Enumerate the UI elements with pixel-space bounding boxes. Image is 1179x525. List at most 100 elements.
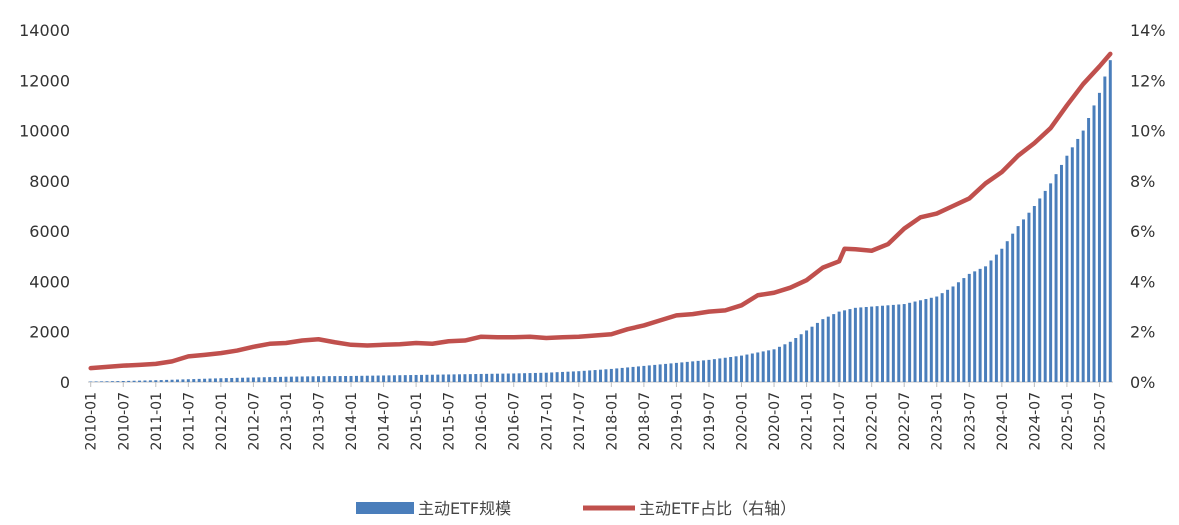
bar-mark (365, 375, 369, 382)
bar-mark (382, 375, 386, 382)
x-axis-tick-label: 2025-01 (1060, 392, 1076, 451)
bar-mark (989, 260, 993, 382)
bar-mark (1108, 60, 1112, 383)
x-axis-tick-label: 2020-01 (735, 392, 751, 451)
bar-mark (740, 355, 743, 382)
tick-labels-group: 0 2000 4000 6000 8000 10000 12000 14000 0% 2% 4% 6%… (19, 21, 1165, 451)
bar-mark (94, 381, 98, 382)
bar-mark (973, 271, 977, 382)
axes-layer (88, 381, 1113, 387)
bar-mark (609, 368, 613, 382)
bar-mark (430, 374, 434, 382)
bar-mark (528, 373, 532, 382)
bar-mark (327, 376, 331, 382)
bar-mark (788, 341, 792, 382)
bar-mark (696, 360, 700, 382)
bar-mark (148, 380, 152, 382)
bar-mark (289, 376, 293, 382)
legend-bar-label: 主动ETF规模 (418, 499, 511, 518)
bar-mark (539, 372, 543, 382)
bar-mark (756, 352, 760, 382)
bar-mark (447, 374, 451, 382)
x-axis-tick-label: 2016-01 (474, 392, 490, 451)
bar-mark (962, 278, 966, 382)
bar-mark (338, 376, 342, 382)
bar-mark (729, 357, 733, 382)
bar-mark (1092, 105, 1096, 383)
bar-mark (859, 307, 863, 382)
bar-mark (734, 356, 738, 382)
bar-mark (333, 376, 337, 382)
bar-mark (902, 304, 906, 382)
bar-mark (626, 367, 630, 382)
bar-mark (159, 380, 163, 382)
bar-mark (647, 365, 651, 382)
bar-mark (273, 376, 277, 382)
bar-mark (1005, 241, 1009, 382)
bar-mark (620, 367, 624, 382)
bar-mark (143, 380, 147, 382)
x-axis-tick-label: 2017-01 (539, 392, 555, 451)
bar-mark (192, 379, 196, 382)
bar-mark (306, 376, 310, 382)
bar-mark (653, 364, 657, 382)
left-axis-tick-label: 10000 (19, 122, 70, 141)
bar-mark (815, 322, 819, 382)
bar-mark (398, 375, 402, 382)
bar-mark (181, 379, 185, 382)
bar-mark (881, 305, 884, 382)
bar-mark (870, 306, 874, 382)
bar-mark (848, 309, 852, 382)
bar-mark (908, 302, 912, 382)
bar-mark (295, 376, 299, 382)
bar-mark (566, 371, 570, 382)
x-axis-tick-label: 2014-07 (377, 392, 393, 451)
line-series-group (88, 51, 1113, 371)
right-axis-tick-label: 10% (1130, 122, 1166, 141)
bar-mark (805, 330, 809, 382)
bar-mark (853, 307, 857, 382)
x-axis-tick-label: 2019-07 (702, 392, 718, 451)
bar-mark (175, 379, 179, 382)
bar-mark (116, 381, 120, 382)
bar-mark (636, 366, 640, 382)
x-axis-tick-label: 2015-01 (409, 392, 425, 451)
left-axis-tick-label: 12000 (19, 71, 70, 90)
bar-mark (311, 376, 315, 382)
x-axis-tick-label: 2015-07 (442, 392, 458, 451)
bar-mark (349, 375, 353, 382)
bar-mark (468, 374, 472, 382)
bar-mark (794, 338, 798, 382)
bar-mark (241, 377, 245, 382)
bar-mark (354, 375, 358, 382)
bar-mark (967, 273, 971, 382)
bar-mark (571, 371, 575, 382)
bar-mark (224, 378, 228, 382)
bar-mark (707, 359, 711, 382)
bar-mark (1081, 130, 1085, 382)
bar-mark (235, 377, 239, 382)
x-axis-tick-label: 2010-07 (116, 392, 132, 451)
bar-mark (604, 369, 608, 382)
bar-mark (463, 374, 467, 382)
right-axis-tick-label: 14% (1130, 21, 1166, 40)
bar-mark (1070, 147, 1074, 382)
bar-mark (279, 376, 283, 382)
x-axis-tick-label: 2012-01 (214, 392, 230, 451)
bar-mark (452, 374, 456, 382)
bar-mark (875, 306, 879, 382)
bar-mark (208, 378, 212, 382)
bar-mark (918, 300, 922, 382)
bar-mark (593, 370, 597, 382)
bar-mark (718, 358, 722, 382)
bar-mark (832, 314, 836, 382)
bar-mark (544, 372, 548, 382)
bar-mark (1000, 248, 1004, 382)
bar-mark (691, 361, 695, 382)
legend-line-label: 主动ETF占比（右轴） (639, 499, 796, 518)
bar-mark (642, 365, 646, 382)
bar-mark (420, 374, 424, 382)
bar-mark (664, 363, 668, 382)
bar-mark (100, 381, 104, 382)
bar-mark (1059, 164, 1063, 382)
